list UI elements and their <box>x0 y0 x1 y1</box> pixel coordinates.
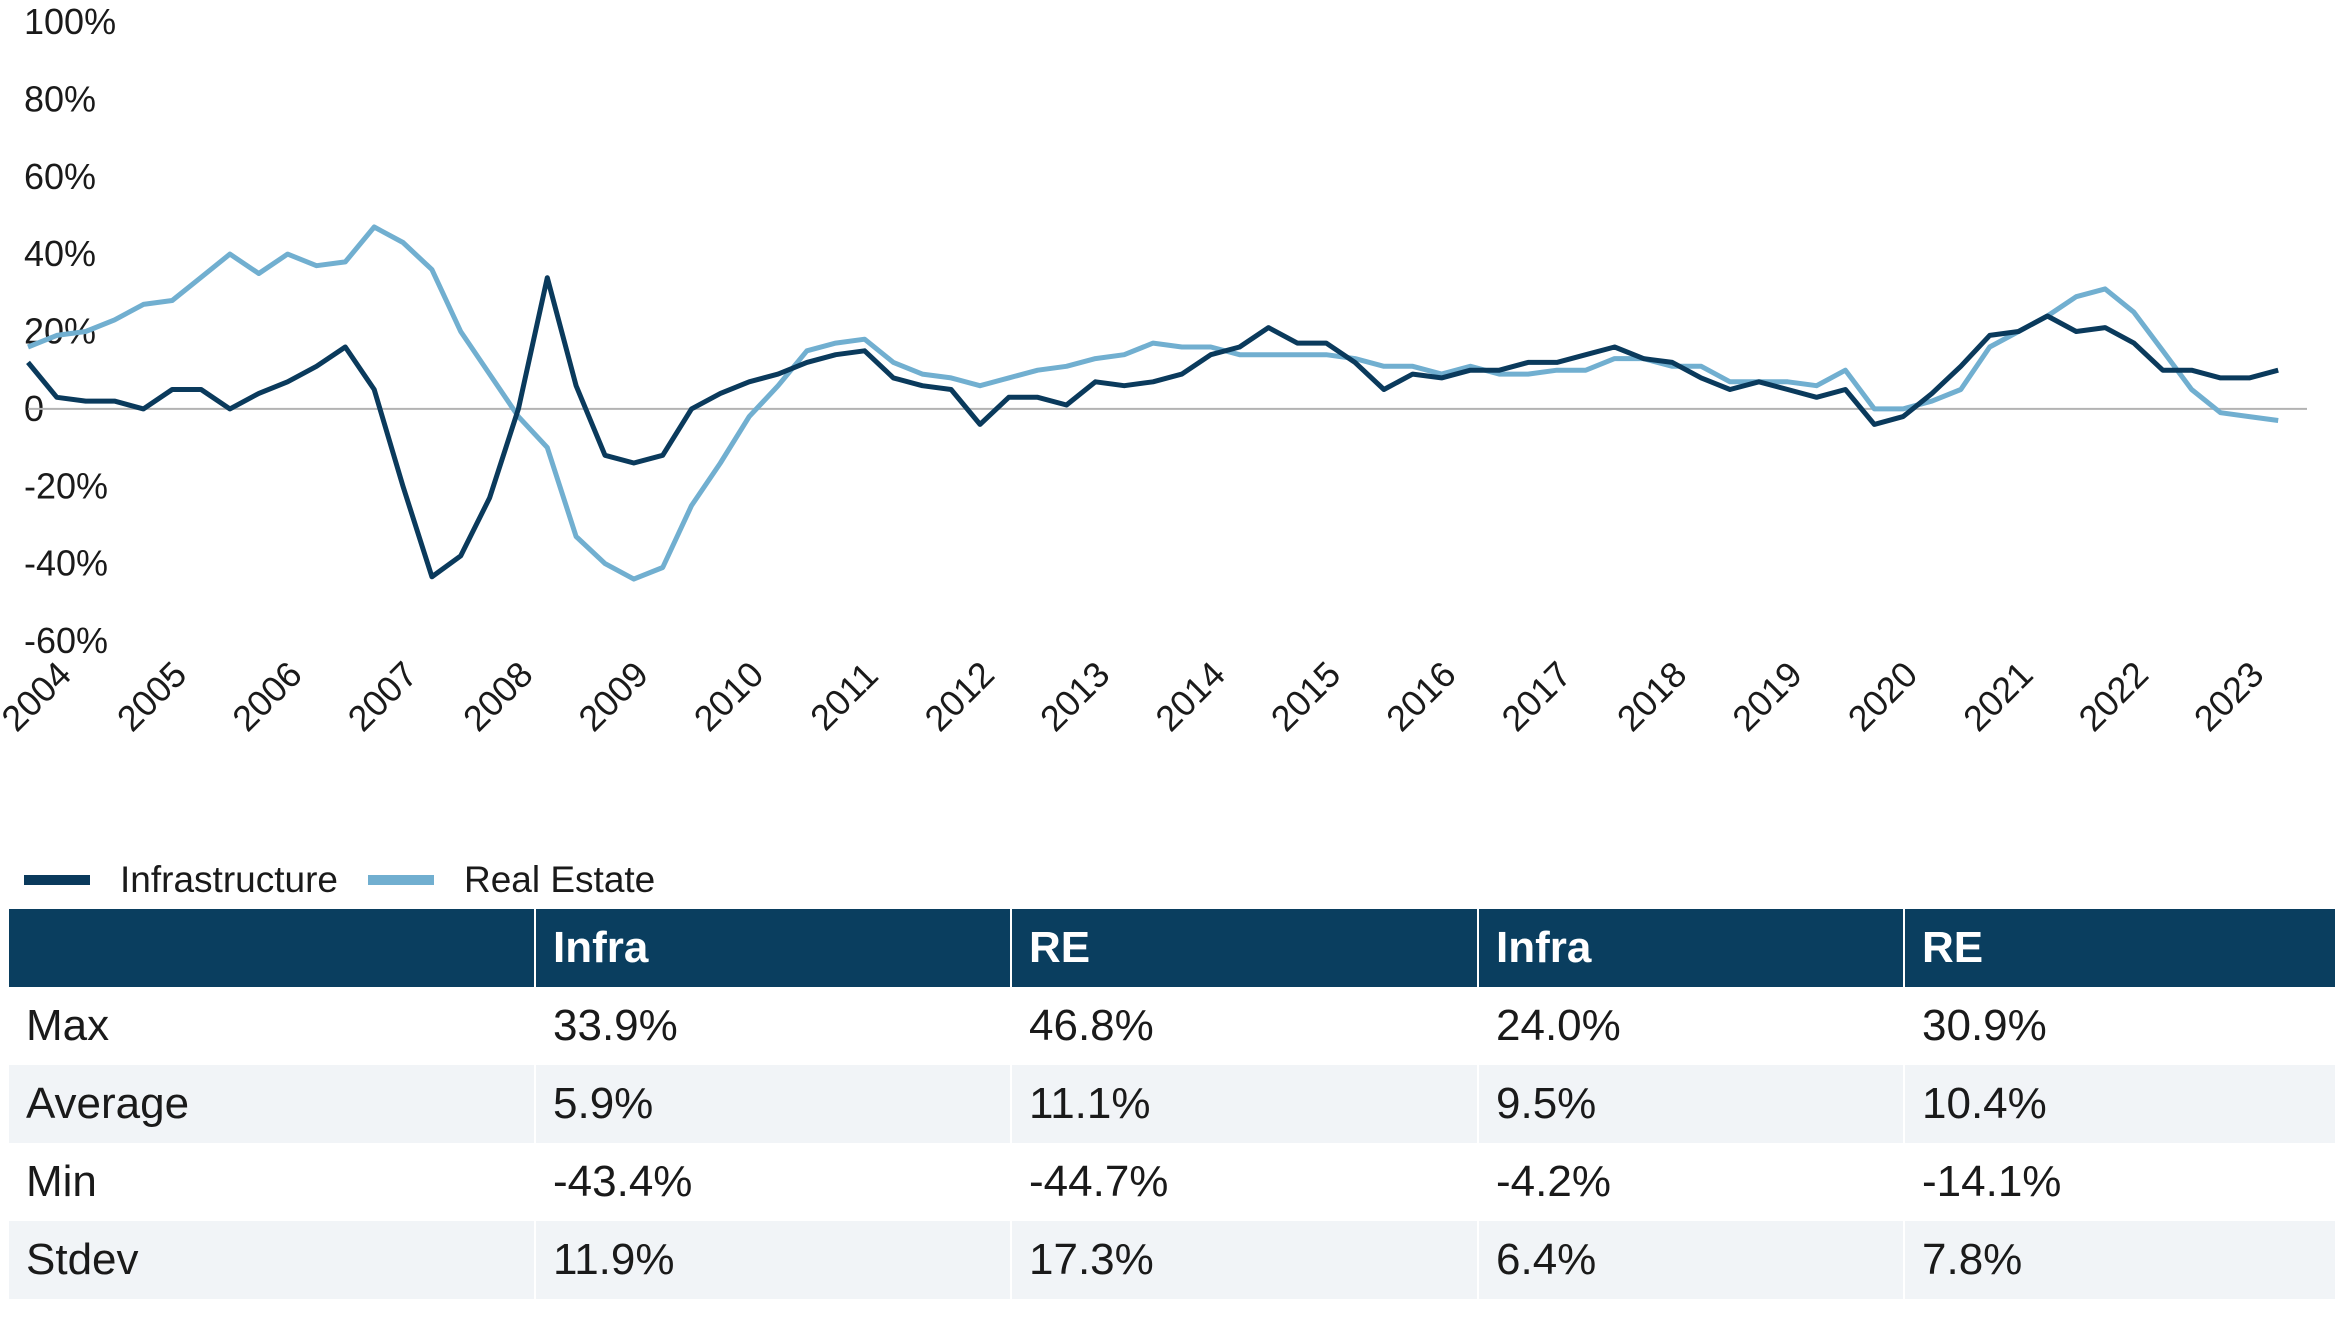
table-cell: 30.9% <box>1903 987 2335 1065</box>
x-tick-label: 2011 <box>802 654 886 738</box>
legend-swatch-infrastructure <box>24 875 90 885</box>
table-row: Average 5.9% 11.1% 9.5% 10.4% <box>9 1065 2335 1143</box>
table-cell: -4.2% <box>1477 1143 1904 1221</box>
y-tick-label: 40% <box>24 233 96 274</box>
x-tick-label: 2016 <box>1378 653 1464 739</box>
table-header-cell: Infra <box>534 909 1011 987</box>
table-row: Stdev 11.9% 17.3% 6.4% 7.8% <box>9 1221 2335 1299</box>
table-cell: 7.8% <box>1903 1221 2335 1299</box>
x-tick-label: 2004 <box>0 653 79 739</box>
y-tick-label: -20% <box>24 465 108 506</box>
table-header-row: Infra RE Infra RE <box>9 909 2335 987</box>
table-cell: 17.3% <box>1010 1221 1478 1299</box>
x-tick-label: 2009 <box>570 653 656 739</box>
x-tick-label: 2022 <box>2070 653 2156 739</box>
table-header-cell: RE <box>1010 909 1478 987</box>
table-cell: 46.8% <box>1010 987 1478 1065</box>
x-tick-label: 2014 <box>1147 653 1233 739</box>
series-line-real-estate <box>27 224 2279 582</box>
chart-legend: Infrastructure Real Estate <box>24 855 685 905</box>
x-tick-label: 2010 <box>686 653 772 739</box>
x-tick-label: 2015 <box>1263 653 1349 739</box>
x-tick-label: 2006 <box>224 653 310 739</box>
legend-item-infrastructure: Infrastructure <box>24 859 338 901</box>
table-cell: 10.4% <box>1903 1065 2335 1143</box>
y-tick-label: 80% <box>24 78 96 119</box>
y-tick-label: 60% <box>24 156 96 197</box>
x-tick-label: 2007 <box>340 653 426 739</box>
table-cell: 24.0% <box>1477 987 1904 1065</box>
row-label: Min <box>26 1157 97 1206</box>
table-cell: 11.1% <box>1010 1065 1478 1143</box>
table-cell: -43.4% <box>534 1143 1011 1221</box>
table-cell: 6.4% <box>1477 1221 1904 1299</box>
legend-swatch-real-estate <box>367 875 434 885</box>
row-label: Max <box>26 1001 110 1050</box>
table-row: Max 33.9% 46.8% 24.0% 30.9% <box>9 987 2335 1065</box>
series-lines <box>26 224 2279 582</box>
x-tick-label: 2019 <box>1724 653 1810 739</box>
table-row: Min -43.4% -44.7% -4.2% -14.1% <box>9 1143 2335 1221</box>
x-tick-label: 2021 <box>1955 653 2041 739</box>
x-tick-label: 2018 <box>1609 653 1695 739</box>
line-chart: -60%-40%-20%020%40%60%80%100% 2004 2005 20… <box>0 1 2307 739</box>
y-tick-label: -60% <box>24 620 108 661</box>
legend-label-infrastructure: Infrastructure <box>120 859 338 900</box>
table-cell: 11.9% <box>534 1221 1011 1299</box>
x-tick-label: 2005 <box>109 653 195 739</box>
table-cell: 33.9% <box>534 987 1011 1065</box>
table-cell: 9.5% <box>1477 1065 1904 1143</box>
legend-label-real-estate: Real Estate <box>463 859 656 900</box>
x-tick-label: 2020 <box>1840 653 1926 739</box>
table-header-cell: RE <box>1903 909 2335 987</box>
x-tick-label: 2012 <box>916 653 1002 739</box>
legend-item-real-estate: Real Estate <box>367 859 656 901</box>
row-label: Stdev <box>9 1221 535 1299</box>
x-axis-ticks: 2004 2005 2006 2007 2008 2009 2010 2011 2012 2013… <box>0 653 2271 739</box>
stats-table: Infra RE Infra RE Max 33.9% 46.8% 24.0% … <box>9 909 2335 1299</box>
table-header-cell: Infra <box>1477 909 1904 987</box>
y-tick-label: -40% <box>24 543 108 584</box>
y-tick-label: 100% <box>24 1 116 42</box>
row-label: Average <box>9 1065 535 1143</box>
table-cell: -44.7% <box>1010 1143 1478 1221</box>
table-header-cell <box>9 909 535 987</box>
x-tick-label: 2023 <box>2186 653 2272 739</box>
table-cell: -14.1% <box>1903 1143 2335 1221</box>
x-tick-label: 2008 <box>455 653 541 739</box>
x-tick-label: 2013 <box>1032 653 1118 739</box>
table-cell: 5.9% <box>534 1065 1011 1143</box>
y-axis-ticks: -60%-40%-20%020%40%60%80%100% <box>24 1 116 661</box>
x-tick-label: 2017 <box>1493 653 1579 739</box>
series-line-infrastructure <box>26 275 2279 580</box>
